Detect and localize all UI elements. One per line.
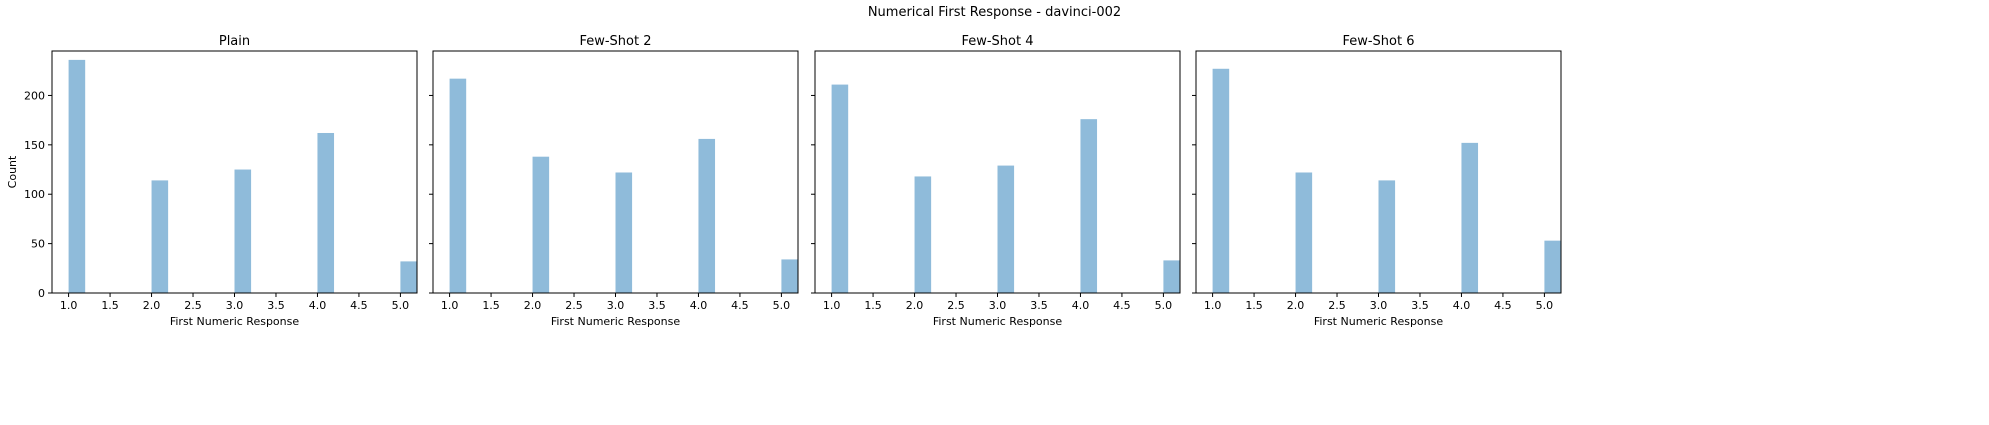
- x-axis-label: First Numeric Response: [1314, 315, 1444, 328]
- bar: [68, 59, 86, 293]
- bar: [914, 176, 932, 293]
- y-tick-label: 50: [31, 238, 45, 251]
- bar: [449, 78, 467, 294]
- x-tick-label: 4.5: [1494, 299, 1512, 312]
- x-tick-label: 5.0: [1155, 299, 1173, 312]
- x-tick-label: 2.5: [565, 299, 583, 312]
- y-tick-label: 150: [24, 139, 45, 152]
- x-tick-label: 3.5: [1030, 299, 1048, 312]
- x-tick-label: 3.0: [1370, 299, 1388, 312]
- x-tick-label: 2.0: [1287, 299, 1305, 312]
- panel-title: Few-Shot 6: [1342, 34, 1414, 49]
- x-tick-label: 1.5: [1245, 299, 1263, 312]
- x-tick-label: 4.0: [1072, 299, 1090, 312]
- x-axis-label: First Numeric Response: [170, 315, 300, 328]
- x-tick-label: 4.5: [350, 299, 368, 312]
- x-tick-label: 4.5: [1113, 299, 1131, 312]
- x-tick-label: 5.0: [392, 299, 410, 312]
- x-tick-label: 3.5: [1411, 299, 1429, 312]
- x-axis-label: First Numeric Response: [933, 315, 1063, 328]
- bar: [317, 132, 335, 293]
- y-tick-label: 200: [24, 89, 45, 102]
- x-tick-label: 4.5: [731, 299, 749, 312]
- x-tick-label: 5.0: [773, 299, 791, 312]
- x-tick-label: 4.0: [309, 299, 327, 312]
- x-tick-label: 5.0: [1536, 299, 1554, 312]
- bar: [698, 138, 716, 293]
- bar: [1461, 142, 1479, 293]
- bar: [532, 156, 550, 293]
- bar: [997, 165, 1015, 293]
- x-tick-label: 1.0: [1204, 299, 1222, 312]
- x-tick-label: 4.0: [1453, 299, 1471, 312]
- bar: [1295, 172, 1313, 293]
- x-tick-label: 1.0: [441, 299, 459, 312]
- bar: [1080, 119, 1098, 293]
- bar: [1212, 68, 1230, 293]
- bar: [831, 84, 849, 293]
- bar: [1544, 240, 1561, 293]
- bar: [234, 169, 252, 293]
- y-axis-label: Count: [6, 155, 19, 188]
- x-tick-label: 2.5: [184, 299, 202, 312]
- x-tick-label: 1.0: [60, 299, 78, 312]
- x-tick-label: 2.5: [947, 299, 965, 312]
- x-tick-label: 3.0: [607, 299, 625, 312]
- panel-title: Plain: [219, 34, 250, 49]
- x-tick-label: 4.0: [690, 299, 708, 312]
- x-tick-label: 3.0: [226, 299, 244, 312]
- x-tick-label: 2.0: [143, 299, 161, 312]
- bar: [615, 172, 633, 293]
- x-tick-label: 2.0: [906, 299, 924, 312]
- x-tick-label: 3.0: [989, 299, 1007, 312]
- x-tick-label: 1.5: [482, 299, 500, 312]
- x-axis-label: First Numeric Response: [551, 315, 681, 328]
- bar: [1378, 180, 1396, 293]
- bar: [151, 180, 169, 293]
- x-tick-label: 3.5: [267, 299, 285, 312]
- x-tick-label: 1.5: [864, 299, 882, 312]
- figure-title: Numerical First Response - davinci-002: [867, 5, 1122, 20]
- panel-title: Few-Shot 2: [579, 34, 651, 49]
- bar: [1163, 260, 1180, 293]
- panel-title: Few-Shot 4: [961, 34, 1033, 49]
- x-tick-label: 2.0: [524, 299, 542, 312]
- bar: [781, 259, 798, 293]
- x-tick-label: 1.0: [823, 299, 841, 312]
- y-tick-label: 100: [24, 188, 45, 201]
- x-tick-label: 1.5: [101, 299, 119, 312]
- x-tick-label: 2.5: [1328, 299, 1346, 312]
- x-tick-label: 3.5: [648, 299, 666, 312]
- bar: [400, 261, 417, 293]
- y-tick-label: 0: [38, 287, 45, 300]
